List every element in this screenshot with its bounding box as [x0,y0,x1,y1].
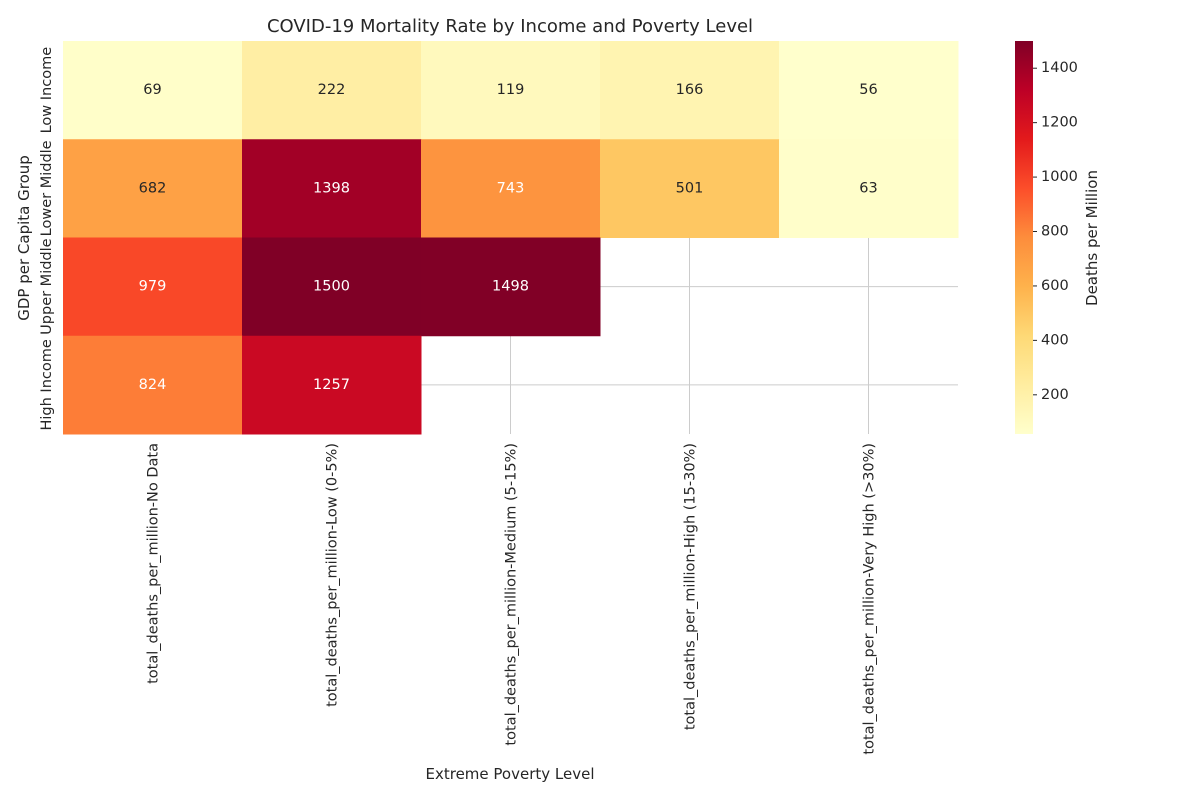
heatmap-cell [63,41,243,140]
x-tick-labels: total_deaths_per_million-No Data total_de… [146,443,878,755]
cell-value-label: 682 [139,180,167,196]
cell-value-label: 979 [139,279,167,295]
cell-value-label: 166 [676,82,704,98]
cell-value-label: 743 [497,180,525,196]
x-tick-label: total_deaths_per_million-High (15-30%) [683,443,699,730]
cell-value-label: 1498 [492,279,529,295]
x-axis-label: Extreme Poverty Level [426,765,595,783]
y-tick-label: Upper Middle [39,238,55,334]
heatmap-cell [421,41,601,140]
cell-value-label: 56 [859,82,877,98]
cell-value-label: 63 [859,180,877,196]
cell-value-label: 222 [318,82,346,98]
heatmap-cell [63,139,243,238]
colorbar-tick-label: 400 [1041,332,1069,348]
heatmap-cell [63,335,243,435]
colorbar-tick-label: 200 [1041,387,1069,403]
y-tick-label: High Income [39,339,55,430]
y-tick-label: Low Income [39,47,55,134]
colorbar-tick-label: 600 [1041,278,1069,294]
cell-value-label: 119 [497,82,525,98]
cell-value-label: 501 [676,180,704,196]
cell-value-label: 1398 [313,180,350,196]
heatmap-cell [242,335,422,435]
heatmap-cell [779,139,959,238]
x-tick-label: total_deaths_per_million-Low (0-5%) [325,443,341,707]
chart-title: COVID-19 Mortality Rate by Income and Po… [267,16,753,37]
heatmap-cell [421,237,601,337]
colorbar-ticks: 200 400 600 800 1000 1200 1400 [1033,60,1078,403]
heatmap-cells [63,41,959,435]
heatmap-cell [63,237,243,337]
colorbar-tick-label: 800 [1041,224,1069,240]
heatmap-cell [779,41,959,140]
heatmap-cell [242,139,422,238]
heatmap-cell [242,41,422,140]
cell-value-label: 824 [139,377,167,393]
colorbar [1015,41,1033,434]
cell-labels: 69 222 119 166 56 682 1398 743 501 63 979 1500 1498 8… [139,82,878,393]
cell-value-label: 1500 [313,279,350,295]
x-tick-label: total_deaths_per_million-Medium (5-15%) [504,443,520,746]
y-tick-labels: Low Income Lower Middle Upper Middle High I… [39,47,55,431]
y-tick-label: Lower Middle [39,140,55,236]
colorbar-tick-label: 1000 [1041,169,1078,185]
colorbar-tick-label: 1200 [1041,115,1078,131]
heatmap-cell [600,139,780,238]
heatmap-cell [421,139,601,238]
y-axis-label: GDP per Capita Group [15,155,33,321]
x-tick-label: total_deaths_per_million-No Data [146,443,162,684]
colorbar-tick-label: 1400 [1041,60,1078,76]
cell-value-label: 1257 [313,377,350,393]
heatmap-cell [242,237,422,337]
heatmap-cell [600,41,780,140]
cell-value-label: 69 [143,82,161,98]
x-tick-label: total_deaths_per_million-Very High (>30%… [862,443,878,755]
colorbar-label: Deaths per Million [1083,170,1101,306]
